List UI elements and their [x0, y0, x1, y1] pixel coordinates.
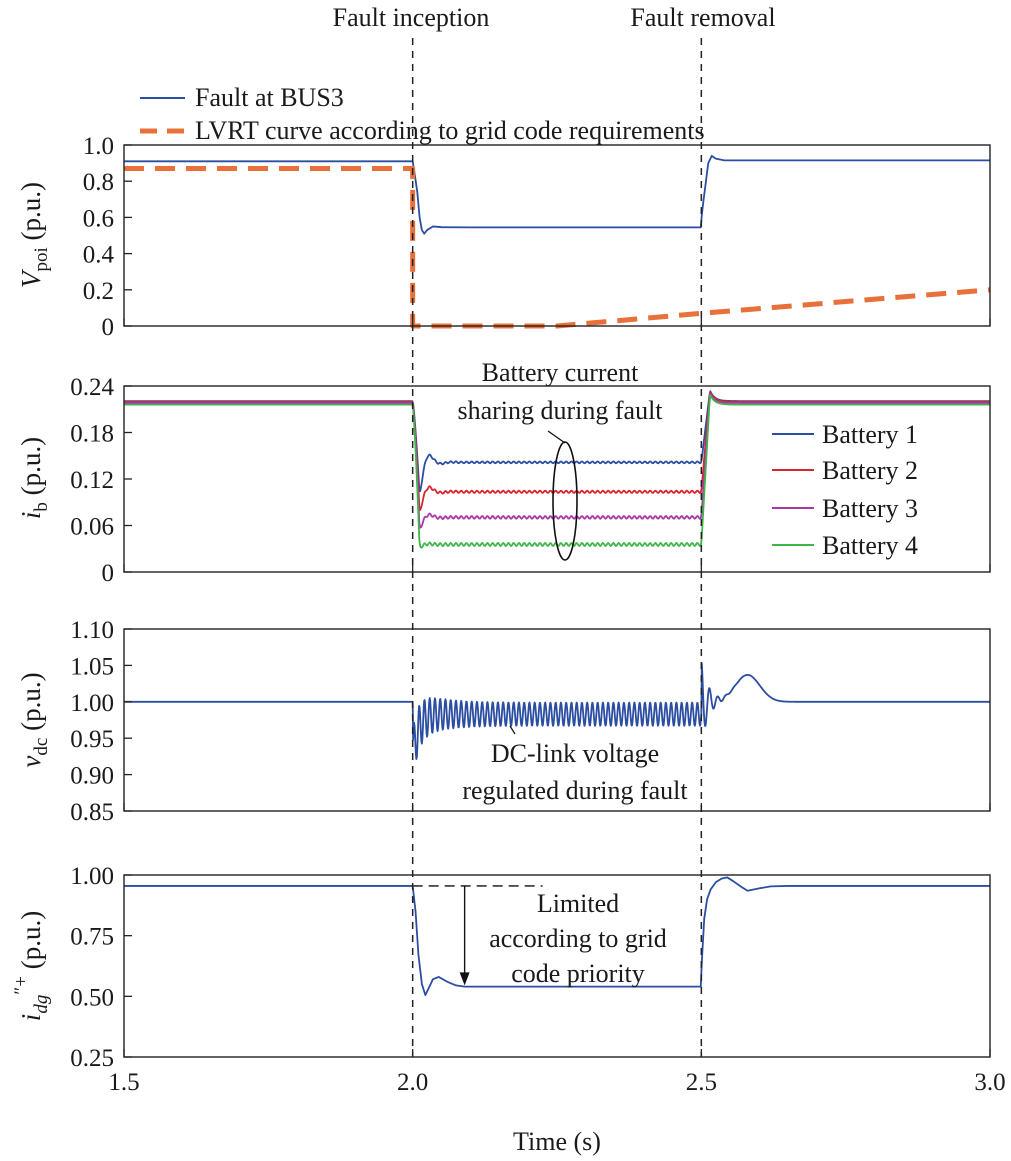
- ib-series-2: [123, 391, 991, 511]
- vdc-frame: [123, 628, 991, 812]
- idg-ytick-label: 1.00: [70, 863, 114, 890]
- ib-ytick-label: 0.12: [70, 467, 114, 494]
- event-lines: [411, 38, 703, 1057]
- x-tick-label: 3.0: [974, 1069, 1005, 1096]
- vpoi-legend: Fault at BUS3 LVRT curve according to gr…: [140, 83, 705, 145]
- ib-ticks: 0 0.06 0.12 0.18 0.24: [70, 374, 991, 587]
- idg-ylabel: idg″+ (p.u.): [11, 911, 52, 1021]
- legend-label-fault-bus3: Fault at BUS3: [195, 83, 344, 112]
- panel-idg: 0.25 0.50 0.75 1.00 idg″+ (p.u.) Limited ac…: [11, 863, 991, 1072]
- vpoi-ytick-label: 0.4: [83, 242, 115, 269]
- ib-annotation-ellipse: [552, 441, 578, 561]
- fault-removal-label: Fault removal: [630, 3, 775, 32]
- vpoi-ytick-label: 0.8: [83, 169, 114, 196]
- vdc-ticks: 0.85 0.90 0.95 1.00 1.05 1.10: [70, 617, 991, 826]
- idg-annotation-line3: code priority: [511, 959, 645, 988]
- vdc-annotation-line1: DC-link voltage: [491, 739, 659, 768]
- vpoi-ylabel: Vpoi (p.u.): [16, 182, 52, 288]
- fault-inception-label: Fault inception: [333, 3, 490, 32]
- legend-label-lvrt: LVRT curve according to grid code requir…: [195, 116, 705, 145]
- vdc-ylabel: vdc (p.u.): [16, 672, 52, 767]
- ib-ytick-label: 0.24: [70, 374, 114, 401]
- vpoi-series-1: [124, 154, 990, 235]
- idg-ytick-label: 0.75: [70, 924, 114, 951]
- panel-vdc: 0.85 0.90 0.95 1.00 1.05 1.10 vdc (p.u.) DC-l…: [16, 617, 991, 826]
- ib-annotation-line2: sharing during fault: [457, 396, 663, 425]
- legend-label-battery-1: Battery 1: [822, 420, 918, 449]
- idg-series: [124, 876, 990, 997]
- vdc-ytick-label: 0.85: [70, 799, 114, 826]
- idg-annotation-line1: Limited: [537, 889, 619, 918]
- x-tick-label: 2.0: [397, 1069, 428, 1096]
- panel-vpoi: 0 0.2 0.4 0.6 0.8 1.0 Vpoi (p.u.) Fault at BU…: [16, 83, 991, 341]
- vdc-ytick-label: 1.05: [70, 653, 114, 680]
- ib-series-3: [123, 392, 991, 529]
- vpoi-series-2: [124, 166, 991, 329]
- vpoi-ytick-label: 0: [102, 314, 115, 341]
- vdc-ytick-label: 0.90: [70, 763, 114, 790]
- ib-annotation-line1: Battery current: [482, 358, 639, 387]
- x-axis-ticks: 1.5 2.0 2.5 3.0: [108, 1069, 1005, 1096]
- vdc-annotation-line2: regulated during fault: [462, 776, 688, 805]
- ib-ytick-label: 0.06: [70, 514, 114, 541]
- legend-label-battery-4: Battery 4: [822, 531, 918, 560]
- panel-ib: 0 0.06 0.12 0.18 0.24 ib (p.u.) Battery 1 Ba…: [16, 358, 991, 587]
- idg-annotation-line2: according to grid: [489, 924, 667, 953]
- idg-ytick-label: 0.50: [70, 984, 114, 1011]
- vdc-ytick-label: 1.00: [70, 690, 114, 717]
- ib-frame: [123, 385, 991, 573]
- vpoi-ticks: 0 0.2 0.4 0.6 0.8 1.0: [83, 133, 991, 341]
- vdc-ytick-label: 1.10: [70, 617, 114, 644]
- ib-ytick-label: 0: [102, 560, 115, 587]
- vpoi-ytick-label: 0.2: [83, 278, 114, 305]
- legend-label-battery-3: Battery 3: [822, 494, 918, 523]
- vpoi-series: [124, 154, 991, 329]
- vdc-series-1: [123, 662, 991, 760]
- idg-arrow-head: [459, 972, 470, 986]
- ib-legend: Battery 1 Battery 2 Battery 3 Battery 4: [772, 420, 918, 560]
- vpoi-ytick-label: 1.0: [83, 133, 114, 160]
- x-tick-label: 2.5: [686, 1069, 717, 1096]
- idg-series-1: [124, 876, 990, 997]
- vpoi-ytick-label: 0.6: [83, 205, 114, 232]
- idg-ticks: 0.25 0.50 0.75 1.00: [70, 863, 991, 1072]
- legend-label-battery-2: Battery 2: [822, 456, 918, 485]
- x-tick-label: 1.5: [108, 1069, 139, 1096]
- vdc-series: [123, 662, 991, 760]
- x-axis-label: Time (s): [513, 1127, 601, 1156]
- vpoi-frame: [123, 144, 991, 327]
- ib-annotation-pointer: [547, 430, 566, 444]
- vdc-ytick-label: 0.95: [70, 726, 114, 753]
- idg-frame: [123, 874, 991, 1058]
- ib-ylabel: ib (p.u.): [16, 437, 52, 519]
- idg-ytick-label: 0.25: [70, 1045, 114, 1072]
- vdc-annotation-pointer: [509, 725, 516, 735]
- ib-ytick-label: 0.18: [70, 421, 114, 448]
